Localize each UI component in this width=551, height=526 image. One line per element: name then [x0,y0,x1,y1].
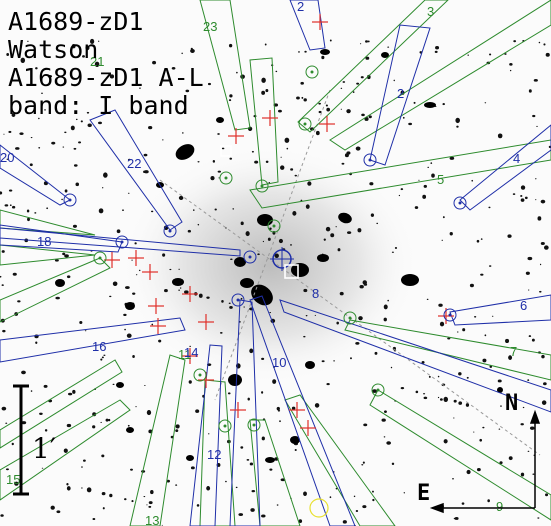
slit-label: 4 [513,151,520,166]
slit-label: 10 [272,355,286,370]
slit-label: 15 [6,472,20,487]
slit-label: 20 [0,150,14,165]
slit-label: 2 [297,0,304,14]
slit-label: 22 [127,156,141,171]
compass-north-label: N [505,391,518,416]
slit-label: 12 [207,447,221,462]
band-label: band: I band [8,92,204,120]
slit-label: 13 [145,513,159,526]
slit-label: 18 [37,234,51,249]
slit-label: 7 [510,344,517,359]
slit-label: 3 [427,4,434,19]
slit-label: 2 [397,86,404,101]
slit-label: 23 [203,19,217,34]
scale-bar-label: 1′ [32,432,56,465]
slit-label: 9 [496,499,503,514]
slit-label: 14 [184,345,198,360]
object-name: A1689-zD1 [8,8,204,36]
slit-label: 6 [520,298,527,313]
image-caption: A1689-zD1 Watson A1689-zD1 A-L band: I b… [8,8,204,120]
slit-label: 8 [312,286,319,301]
slit-label: 5 [437,172,444,187]
compass-east-label: E [417,481,430,506]
slit-label: 16 [92,339,106,354]
observer-name: Watson [8,36,204,64]
target-label: A1689-zD1 A-L [8,64,204,92]
